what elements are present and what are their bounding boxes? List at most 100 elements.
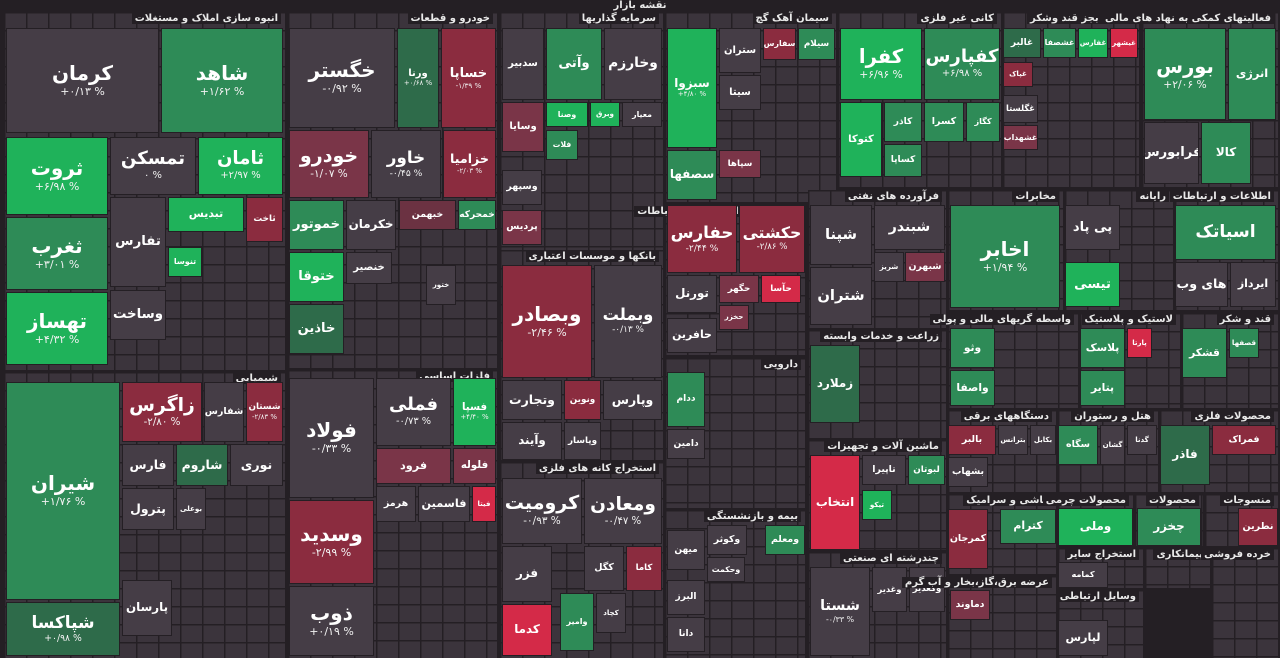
stock-tile[interactable]: بالبر [948, 425, 996, 455]
stock-tile[interactable]: وسایا [502, 102, 544, 152]
stock-tile[interactable]: وکوثر [707, 525, 747, 555]
stock-tile[interactable]: شستان -۲/۸۳ % [246, 382, 283, 442]
stock-tile[interactable]: ومعادن -۰/۴۷ % [584, 478, 662, 544]
stock-tile[interactable]: پترول [122, 488, 174, 530]
stock-tile[interactable]: فمراک [1212, 425, 1276, 455]
stock-tile[interactable]: سگاه [1058, 425, 1098, 465]
stock-tile[interactable]: کرمان +۰/۱۳ % [6, 28, 159, 133]
stock-tile[interactable]: وثو [950, 328, 995, 368]
stock-tile[interactable]: غپاک [1003, 62, 1033, 87]
stock-tile[interactable]: وحکمت [707, 557, 745, 582]
stock-tile[interactable]: خمحرکه [458, 200, 496, 230]
stock-tile[interactable]: ذوب +۰/۱۹ % [289, 586, 374, 656]
stock-tile[interactable]: پتایر [1080, 370, 1125, 406]
stock-tile[interactable]: وپارس [603, 380, 662, 420]
stock-tile[interactable]: ونوین [564, 380, 601, 420]
stock-tile[interactable]: البرز [667, 580, 705, 615]
stock-tile[interactable]: حگهر [719, 275, 759, 303]
stock-tile[interactable]: سصفها [667, 150, 717, 200]
stock-tile[interactable]: فاسمین [418, 486, 470, 522]
stock-tile[interactable]: شاهد +۱/۶۲ % [161, 28, 283, 133]
stock-tile[interactable]: وکغدیر [909, 567, 945, 612]
stock-tile[interactable]: شبهرن [905, 252, 945, 282]
stock-tile[interactable]: پلاسک [1080, 328, 1125, 368]
stock-tile[interactable]: زملارد [810, 345, 860, 423]
stock-tile[interactable]: ددام [667, 372, 705, 427]
stock-tile[interactable]: ورنا +۰/۶۸ % [397, 28, 439, 128]
stock-tile[interactable]: اسیاتک [1175, 205, 1276, 260]
stock-tile[interactable]: کاذر [884, 102, 922, 142]
stock-tile[interactable]: فاذر [1160, 425, 1210, 485]
stock-tile[interactable]: خاور -۰/۴۵ % [371, 130, 441, 198]
stock-tile[interactable]: تورنل [667, 275, 717, 313]
stock-tile[interactable]: زاگرس -۲/۸۰ % [122, 382, 202, 442]
stock-tile[interactable]: بترانس [998, 425, 1028, 455]
stock-tile[interactable]: غیشهر [1110, 28, 1138, 58]
stock-tile[interactable]: غفارس [1078, 28, 1108, 58]
stock-tile[interactable]: شیران +۱/۷۶ % [6, 382, 120, 600]
stock-tile[interactable]: کفپارس +۶/۹۸ % [924, 28, 1000, 100]
stock-tile[interactable]: حکشتی -۲/۸۶ % [739, 205, 805, 273]
stock-tile[interactable]: کمامه [1058, 562, 1108, 588]
stock-tile[interactable]: وغدیر [872, 567, 907, 612]
stock-tile[interactable]: فسپا +۴/۴۰ % [453, 378, 496, 446]
stock-tile[interactable]: کسرا [924, 102, 964, 142]
stock-tile[interactable]: گدنا [1127, 425, 1157, 455]
stock-tile[interactable]: ثغرب +۳/۰۱ % [6, 217, 108, 290]
stock-tile[interactable]: فرود [376, 448, 451, 484]
stock-tile[interactable]: های وب [1175, 262, 1228, 307]
stock-tile[interactable]: خموتور [289, 200, 344, 250]
stock-tile[interactable]: خکرمان [346, 200, 396, 250]
stock-tile[interactable]: غگلستا [1003, 95, 1038, 123]
stock-tile[interactable]: وبرق [590, 102, 620, 127]
stock-tile[interactable]: میهن [667, 530, 705, 570]
stock-tile[interactable]: خنصیر [346, 252, 392, 284]
stock-tile[interactable]: تاپیرا [862, 455, 906, 485]
stock-tile[interactable]: پارتا [1127, 328, 1152, 358]
stock-tile[interactable]: خاذین [289, 304, 344, 354]
stock-tile[interactable]: شفارس [204, 382, 244, 442]
stock-tile[interactable]: لبوتان [908, 455, 945, 485]
stock-tile[interactable]: ثامان +۲/۹۷ % [198, 137, 283, 195]
stock-tile[interactable]: وپاسار [564, 422, 601, 460]
stock-tile[interactable]: وسدید -۲/۹۹ % [289, 500, 374, 584]
stock-tile[interactable]: سیلام [798, 28, 835, 60]
stock-tile[interactable]: ثروت +۶/۹۸ % [6, 137, 108, 215]
stock-tile[interactable]: انرژی [1228, 28, 1276, 120]
stock-tile[interactable]: خودرو -۱/۰۷ % [289, 130, 369, 198]
stock-tile[interactable]: غشهداب [1003, 125, 1038, 150]
stock-tile[interactable]: سدبیر [502, 28, 544, 100]
stock-tile[interactable]: وآیند [502, 422, 562, 460]
stock-tile[interactable]: پردیس [502, 210, 542, 245]
stock-tile[interactable]: تیکو [862, 490, 892, 520]
stock-tile[interactable]: وبملت -۰/۱۳ % [594, 265, 662, 378]
stock-tile[interactable]: انتخاب [810, 455, 860, 550]
stock-tile[interactable]: تیسی [1065, 262, 1120, 307]
stock-tile[interactable]: خگستر -۰/۹۲ % [289, 28, 395, 128]
stock-tile[interactable]: دامین [667, 429, 705, 459]
stock-tile[interactable]: فیتا [472, 486, 496, 522]
stock-tile[interactable]: وامیر [560, 593, 594, 651]
stock-tile[interactable]: دانا [667, 617, 705, 652]
stock-tile[interactable]: پی پاد [1065, 205, 1120, 250]
stock-tile[interactable]: کاما [626, 546, 662, 591]
stock-tile[interactable]: ومعلم [765, 525, 805, 555]
stock-tile[interactable]: وتجارت [502, 380, 562, 420]
stock-tile[interactable]: وصنا [546, 102, 588, 127]
stock-tile[interactable]: فولاد -۰/۳۳ % [289, 378, 374, 498]
stock-tile[interactable]: تبدیس [168, 197, 244, 232]
stock-tile[interactable]: شستا -۰/۳۳ % [810, 567, 870, 656]
stock-tile[interactable]: وساخت [110, 290, 166, 340]
stock-tile[interactable]: کچاد [596, 593, 626, 633]
stock-tile[interactable]: کترام [1000, 509, 1056, 544]
stock-tile[interactable]: تفارس [110, 197, 166, 287]
stock-tile[interactable]: شپنا [810, 205, 872, 265]
stock-tile[interactable]: کگاز [966, 102, 1000, 142]
stock-tile[interactable]: سپاها [719, 150, 761, 178]
stock-tile[interactable]: ایرداز [1230, 262, 1276, 307]
stock-tile[interactable]: ستران [719, 28, 761, 73]
stock-tile[interactable]: بوعلی [176, 488, 206, 530]
stock-tile[interactable]: بورس +۲/۰۶ % [1144, 28, 1226, 120]
stock-tile[interactable]: غالبر [1003, 28, 1041, 58]
stock-tile[interactable]: بکابل [1030, 425, 1056, 455]
